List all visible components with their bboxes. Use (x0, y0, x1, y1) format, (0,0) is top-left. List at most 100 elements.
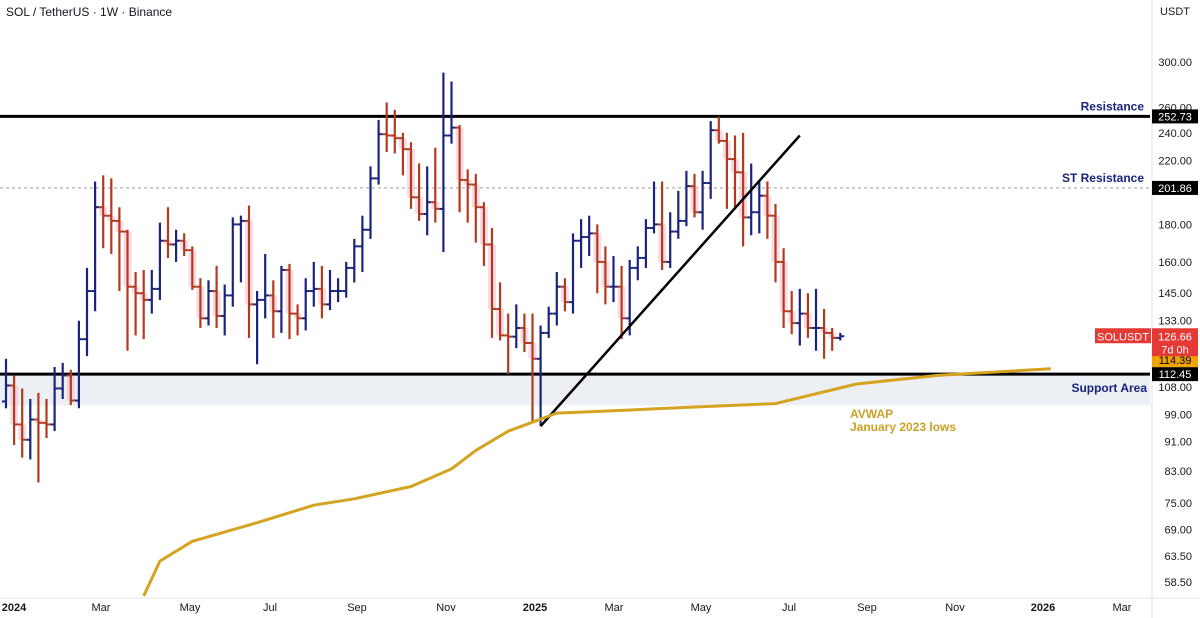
countdown-tag: 7d 0h (1161, 344, 1189, 356)
ohlc-bar (463, 169, 472, 223)
ohlc-bar (747, 163, 756, 236)
y-tick-label: 58.50 (1164, 577, 1192, 589)
ohlc-bar (439, 72, 448, 253)
ohlc-bar (714, 116, 723, 144)
ohlc-bar (350, 238, 359, 283)
last-price-tag-bg (1152, 328, 1198, 357)
ohlc-bar (26, 398, 35, 460)
x-tick-label: May (180, 602, 201, 614)
ohlc-bar (10, 375, 19, 446)
resistance-label: Resistance (1081, 99, 1145, 113)
y-tick-label: 83.00 (1164, 466, 1192, 478)
symbol-tag: SOLUSDT (1097, 331, 1149, 343)
ohlc-bar (155, 222, 164, 300)
support-zone (0, 374, 1150, 406)
ohlc-bar (212, 265, 221, 328)
ohlc-bar (560, 278, 569, 312)
support-price-tag: 112.45 (1159, 369, 1192, 381)
ohlc-bar (706, 121, 715, 199)
ohlc-bar (658, 181, 667, 270)
x-tick-label: Sep (347, 602, 367, 614)
ohlc-bar (585, 215, 594, 256)
ohlc-bar (771, 203, 780, 283)
ohlc-bar (269, 280, 278, 338)
y-tick-label: 75.00 (1164, 498, 1192, 510)
ohlc-bar (115, 207, 124, 292)
ohlc-bar (755, 179, 764, 234)
ohlc-bar (18, 388, 27, 458)
ohlc-bar (820, 308, 829, 359)
ohlc-bar (66, 369, 75, 406)
ohlc-bar (374, 119, 383, 185)
ohlc-bar (107, 178, 116, 255)
ohlc-bar (309, 261, 318, 307)
ohlc-bar (180, 233, 189, 256)
ohlc-bar (504, 313, 513, 374)
y-tick-label: 220.00 (1158, 156, 1192, 168)
ohlc-bar (50, 366, 59, 432)
y-tick-label: 63.50 (1164, 551, 1192, 563)
last-price-tag: 126.66 (1158, 331, 1192, 343)
ohlc-bar (779, 248, 788, 328)
ohlc-bar (382, 102, 391, 152)
ohlc-bar (739, 132, 748, 247)
avwap-price-tag-bg (1152, 353, 1198, 368)
x-tick-label: Mar (1113, 602, 1132, 614)
ohlc-bar (666, 212, 675, 268)
st-resistance-label: ST Resistance (1062, 171, 1144, 185)
indicator-lines-layer (142, 134, 1051, 597)
ohlc-bar (74, 320, 83, 409)
ohlc-bar (536, 325, 545, 427)
ohlc-bar (601, 246, 610, 305)
y-tick-label: 160.00 (1158, 257, 1192, 269)
annotations-layer: Resistance ST Resistance Support Area AVWAP… (850, 99, 1147, 434)
ohlc-bar (172, 229, 181, 262)
ohlc-bar (763, 181, 772, 239)
ohlc-bar (787, 291, 796, 335)
ohlc-bar (690, 173, 699, 218)
ohlc-bar (528, 313, 537, 422)
ohlc-bar (795, 288, 804, 346)
ohlc-bar (139, 269, 148, 340)
ohlc-bar (366, 166, 375, 239)
ohlc-bar (358, 215, 367, 272)
ohlc-bar (196, 278, 205, 328)
ohlc-bar (593, 224, 602, 294)
ohlc-bar (431, 147, 440, 223)
ohlc-bar (633, 246, 642, 281)
y-tick-label: 180.00 (1158, 219, 1192, 231)
ohlc-bar (253, 291, 262, 365)
ohlc-bar (390, 109, 399, 154)
support-zone-layer (0, 374, 1150, 406)
ohlc-bars-layer (2, 72, 845, 483)
ohlc-bar (488, 227, 496, 338)
ohlc-bar (512, 304, 521, 349)
ohlc-bar (277, 265, 286, 333)
ohlc-bar (812, 288, 820, 351)
x-tick-label: Nov (436, 602, 456, 614)
avwap-price-tag: 114.39 (1159, 355, 1192, 367)
y-tick-label: 91.00 (1164, 436, 1192, 448)
ohlc-bar (34, 392, 43, 483)
y-tick-label: 145.00 (1158, 288, 1192, 300)
ohlc-bar (188, 246, 197, 290)
ohlc-bar (42, 398, 51, 439)
ohlc-bar (682, 170, 691, 227)
ohlc-bar (58, 362, 67, 399)
ohlc-bar (471, 173, 480, 243)
y-tick-label: 133.00 (1158, 316, 1192, 328)
ohlc-bar (99, 175, 108, 249)
ohlc-bar (552, 271, 561, 326)
avwap-subtitle: January 2023 lows (850, 420, 956, 434)
ohlc-bar (2, 358, 10, 409)
avwap-line (142, 367, 1051, 597)
ohlc-bar (577, 219, 586, 268)
ohlc-bar (569, 233, 577, 314)
ohlc-bar (722, 132, 731, 209)
ohlc-bar (407, 142, 415, 209)
ohlc-bar (544, 306, 553, 338)
ohlc-bar (334, 278, 343, 303)
x-tick-label: Jul (782, 602, 796, 614)
ohlc-bar (641, 219, 650, 268)
